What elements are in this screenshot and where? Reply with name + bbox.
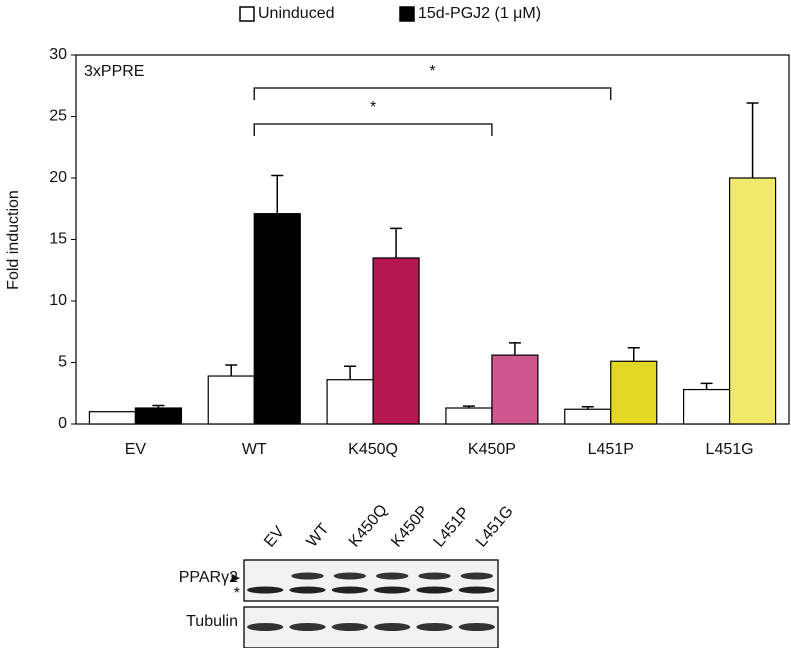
error-bar xyxy=(271,174,284,214)
legend-label: 15d-PGJ2 (1 μM) xyxy=(418,5,541,22)
blot-row-label: Tubulin xyxy=(186,613,238,630)
blot-band xyxy=(291,572,324,580)
blot-panel xyxy=(243,606,499,649)
nonspecific-marker: * xyxy=(234,585,240,602)
bar xyxy=(728,177,777,425)
blot-row-label: PPARγ2 xyxy=(179,569,238,586)
blot-band xyxy=(458,623,496,631)
lane-label: L451P xyxy=(431,504,474,550)
significance-bracket xyxy=(253,123,493,136)
bar xyxy=(610,360,658,425)
blot-band xyxy=(374,623,411,631)
error-bar xyxy=(627,346,640,362)
blot-band xyxy=(458,586,496,594)
error-bar xyxy=(152,404,165,409)
blot-panel xyxy=(243,559,499,602)
x-tick-label: WT xyxy=(242,441,267,458)
blot-band xyxy=(416,623,453,631)
x-tick-label: K450P xyxy=(468,441,516,458)
y-tick-label: 10 xyxy=(49,292,67,309)
blot-band xyxy=(331,623,369,631)
bar xyxy=(491,354,539,425)
blot-band xyxy=(246,586,284,594)
panel-label: 3xPPRE xyxy=(84,63,144,80)
y-tick-label: 30 xyxy=(49,46,67,63)
blot-band xyxy=(460,572,494,580)
blot-band xyxy=(289,623,326,631)
y-tick-label: 15 xyxy=(49,231,67,248)
error-bar xyxy=(700,382,713,390)
band-marker: ▶ xyxy=(232,572,241,584)
x-tick-label: L451G xyxy=(706,441,754,458)
error-bar xyxy=(390,227,403,258)
lane-label: EV xyxy=(261,523,288,551)
blot-band xyxy=(331,586,369,594)
error-bar xyxy=(581,406,594,410)
legend-swatch xyxy=(399,6,415,22)
error-bar xyxy=(344,365,357,380)
bar xyxy=(134,407,183,425)
bar xyxy=(88,411,137,425)
error-bar xyxy=(225,364,238,377)
blot-band xyxy=(418,572,451,580)
y-tick-label: 25 xyxy=(49,108,67,125)
y-tick-label: 20 xyxy=(49,169,67,186)
bar xyxy=(372,257,420,425)
y-tick-label: 0 xyxy=(58,415,67,432)
blot-band xyxy=(376,572,409,580)
error-bar xyxy=(746,102,759,178)
bar xyxy=(564,408,612,425)
x-tick-label: EV xyxy=(125,441,147,458)
blot-band xyxy=(289,586,326,594)
legend-label: Uninduced xyxy=(258,5,335,22)
lane-label: K450Q xyxy=(346,501,391,550)
bar xyxy=(326,379,374,425)
lane-label: K450P xyxy=(388,503,432,551)
legend-swatch xyxy=(239,6,255,22)
plot-frame xyxy=(75,54,790,425)
bar xyxy=(207,375,255,425)
x-tick-label: L451P xyxy=(588,441,634,458)
blot-band xyxy=(333,572,367,580)
lane-label: L451G xyxy=(473,503,517,551)
y-axis-label: Fold induction xyxy=(5,190,22,290)
y-tick-label: 5 xyxy=(58,354,67,371)
significance-label: * xyxy=(370,99,376,116)
x-tick-label: K450Q xyxy=(348,441,398,458)
significance-label: * xyxy=(429,63,435,80)
bar xyxy=(682,388,731,425)
significance-bracket xyxy=(253,87,612,100)
error-bar xyxy=(508,342,521,356)
blot-band xyxy=(246,623,284,631)
blot-band xyxy=(374,586,411,594)
lane-label: WT xyxy=(304,520,333,550)
bar xyxy=(253,213,301,425)
error-bar xyxy=(462,405,475,409)
bar xyxy=(445,407,493,425)
blot-band xyxy=(416,586,453,594)
